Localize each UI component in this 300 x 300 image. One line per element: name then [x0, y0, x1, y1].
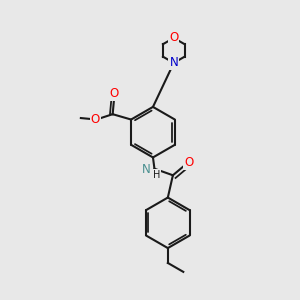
Text: N: N — [142, 164, 151, 176]
Text: O: O — [184, 156, 193, 169]
Text: O: O — [169, 32, 178, 44]
Text: O: O — [91, 113, 100, 126]
Text: N: N — [169, 56, 178, 69]
Text: H: H — [153, 170, 160, 180]
Text: O: O — [110, 88, 119, 100]
